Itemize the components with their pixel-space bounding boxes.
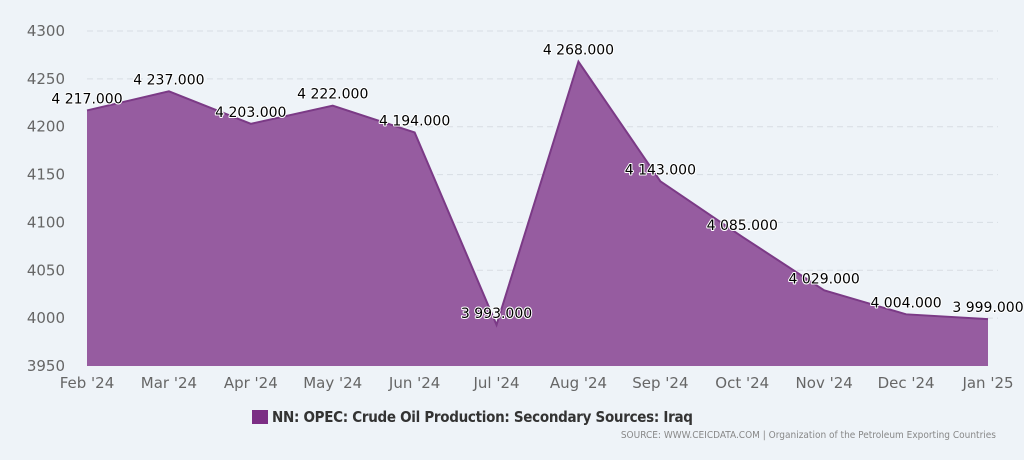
- data-label: 4 029.000: [789, 271, 860, 287]
- x-tick-label: Apr '24: [224, 374, 278, 392]
- x-tick-label: Oct '24: [715, 374, 769, 392]
- x-tick-label: Sep '24: [632, 374, 688, 392]
- area-fill: [87, 61, 988, 366]
- data-label: 4 268.000: [543, 43, 614, 59]
- data-label: 4 004.000: [870, 295, 941, 311]
- y-tick-label: 4250: [27, 70, 65, 88]
- x-tick-label: Jun '24: [388, 374, 440, 392]
- x-tick-label: Jan '25: [961, 374, 1013, 392]
- series-line: [86, 59, 989, 328]
- y-tick-label: 4300: [27, 22, 65, 40]
- x-tick-label: Dec '24: [878, 374, 935, 392]
- y-tick-label: 4000: [27, 309, 65, 327]
- y-tick-label: 4150: [27, 166, 65, 184]
- x-tick-label: Mar '24: [141, 374, 197, 392]
- x-tick-label: Aug '24: [550, 374, 607, 392]
- data-label: 4 217.000: [51, 91, 122, 107]
- source-note: SOURCE: WWW.CEICDATA.COM | Organization …: [620, 430, 996, 441]
- legend-item[interactable]: NN: OPEC: Crude Oil Production: Secondar…: [252, 408, 693, 426]
- legend-label: NN: OPEC: Crude Oil Production: Secondar…: [272, 408, 693, 426]
- x-tick-label: May '24: [303, 374, 362, 392]
- x-tick-label: Feb '24: [60, 374, 115, 392]
- y-tick-label: 4050: [27, 261, 65, 279]
- data-label: 4 143.000: [625, 162, 696, 178]
- y-tick-label: 4100: [27, 213, 65, 231]
- data-label: 4 203.000: [215, 105, 286, 121]
- x-tick-label: Jul '24: [473, 374, 520, 392]
- data-label: 4 237.000: [133, 72, 204, 88]
- y-tick-label: 4200: [27, 118, 65, 136]
- y-tick-label: 3950: [27, 357, 65, 375]
- data-label: 3 993.000: [461, 306, 532, 322]
- area-chart: 3950 4000 4050 4100 4150 4200 4250 4300 Feb '24 M…: [27, 22, 1024, 392]
- data-label: 4 194.000: [379, 113, 450, 129]
- data-label: 3 999.000: [952, 300, 1023, 316]
- legend-swatch: [252, 410, 268, 424]
- data-label: 4 085.000: [707, 218, 778, 234]
- data-label: 4 222.000: [297, 87, 368, 103]
- x-tick-label: Nov '24: [796, 374, 853, 392]
